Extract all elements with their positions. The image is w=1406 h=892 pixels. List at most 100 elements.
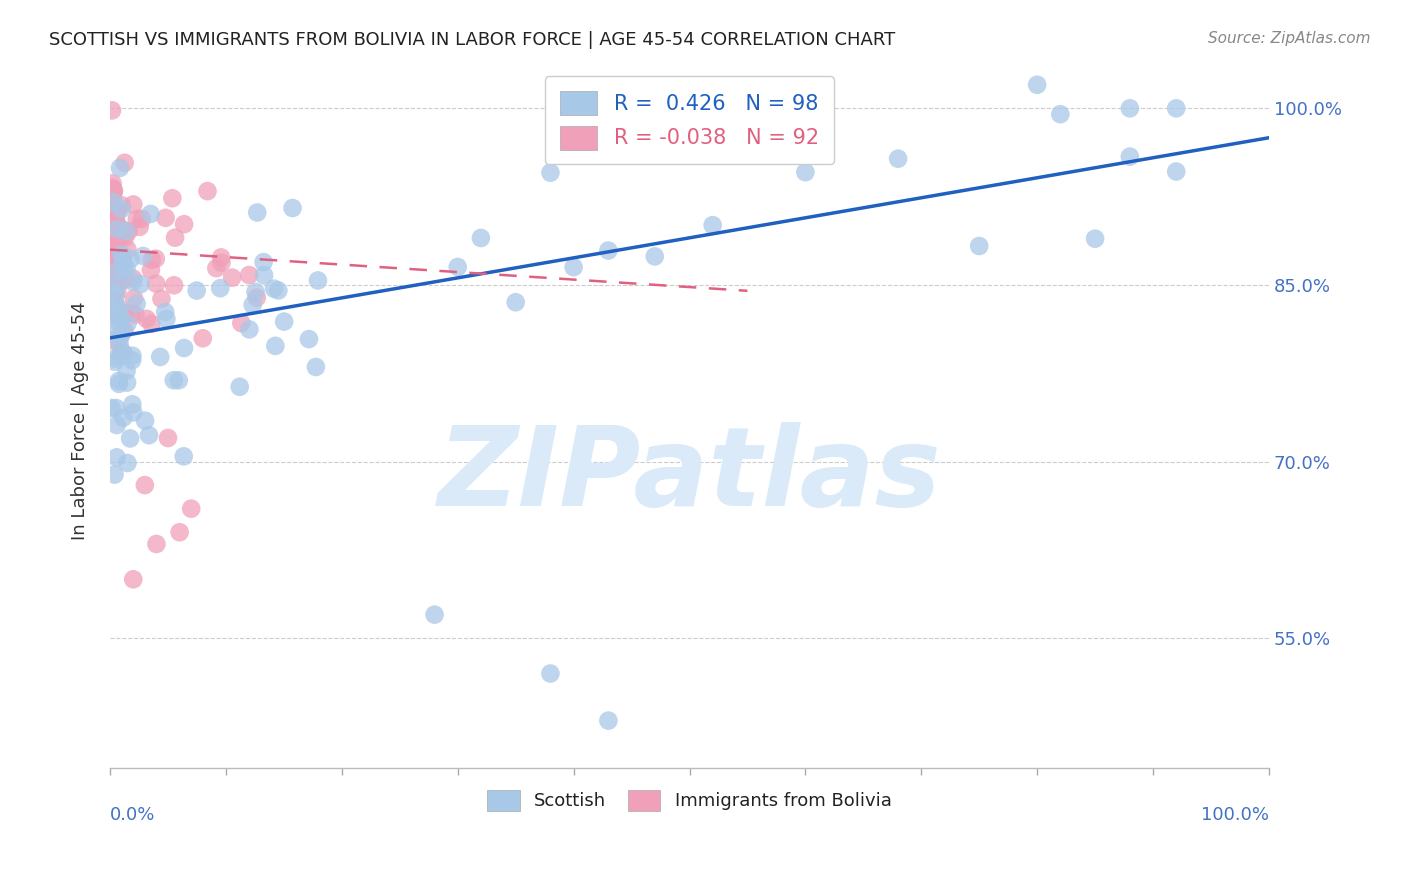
Point xyxy=(100,305,122,319)
Point xyxy=(538,666,561,681)
Point xyxy=(100,260,122,274)
Point xyxy=(105,247,128,261)
Point xyxy=(598,244,620,258)
Point xyxy=(118,224,141,238)
Point xyxy=(209,281,232,295)
Point xyxy=(105,418,128,433)
Point xyxy=(100,252,122,266)
Point xyxy=(122,405,145,419)
Point xyxy=(167,373,190,387)
Point xyxy=(104,401,127,415)
Point xyxy=(101,215,124,229)
Point xyxy=(153,305,176,319)
Point xyxy=(505,295,527,310)
Point xyxy=(117,243,139,257)
Point xyxy=(129,277,152,292)
Point xyxy=(134,414,156,428)
Point xyxy=(131,211,153,226)
Point xyxy=(155,211,177,225)
Point xyxy=(108,318,131,332)
Point xyxy=(100,285,122,299)
Point xyxy=(117,456,139,470)
Point xyxy=(135,311,157,326)
Point xyxy=(105,207,128,221)
Point xyxy=(100,301,122,316)
Point xyxy=(267,284,290,298)
Point xyxy=(101,248,124,262)
Point xyxy=(186,284,208,298)
Point xyxy=(105,450,128,465)
Point xyxy=(111,248,134,262)
Point xyxy=(242,298,264,312)
Point xyxy=(101,103,124,118)
Point xyxy=(139,207,162,221)
Point xyxy=(115,364,138,378)
Point xyxy=(100,223,122,237)
Y-axis label: In Labor Force | Age 45-54: In Labor Force | Age 45-54 xyxy=(72,301,89,540)
Point xyxy=(103,319,125,334)
Point xyxy=(173,217,195,231)
Point xyxy=(103,237,125,252)
Point xyxy=(138,428,160,442)
Point xyxy=(273,315,295,329)
Point xyxy=(115,376,138,390)
Point xyxy=(112,223,135,237)
Point xyxy=(307,273,329,287)
Point xyxy=(264,339,287,353)
Text: SCOTTISH VS IMMIGRANTS FROM BOLIVIA IN LABOR FORCE | AGE 45-54 CORRELATION CHART: SCOTTISH VS IMMIGRANTS FROM BOLIVIA IN L… xyxy=(49,31,896,49)
Point xyxy=(108,161,131,175)
Point xyxy=(114,306,136,320)
Point xyxy=(887,152,910,166)
Point xyxy=(114,230,136,244)
Point xyxy=(112,346,135,360)
Point xyxy=(165,230,187,244)
Point xyxy=(115,224,138,238)
Point xyxy=(110,202,132,216)
Point xyxy=(238,268,260,282)
Text: 100.0%: 100.0% xyxy=(1201,805,1270,824)
Point xyxy=(100,235,122,249)
Point xyxy=(111,198,134,212)
Point xyxy=(121,349,143,363)
Point xyxy=(103,184,125,198)
Point xyxy=(1049,107,1071,121)
Point xyxy=(107,258,129,272)
Point xyxy=(238,322,260,336)
Point xyxy=(173,341,195,355)
Point xyxy=(120,252,142,266)
Point xyxy=(141,317,163,331)
Point xyxy=(209,251,232,265)
Point xyxy=(115,261,138,276)
Point xyxy=(101,214,124,228)
Point xyxy=(103,354,125,368)
Point xyxy=(598,714,620,728)
Point xyxy=(124,308,146,322)
Point xyxy=(211,256,233,270)
Point xyxy=(105,284,128,298)
Point xyxy=(103,186,125,200)
Text: Source: ZipAtlas.com: Source: ZipAtlas.com xyxy=(1208,31,1371,46)
Point xyxy=(121,353,143,368)
Point xyxy=(101,180,124,194)
Point xyxy=(103,264,125,278)
Point xyxy=(100,274,122,288)
Point xyxy=(163,373,186,387)
Point xyxy=(104,285,127,299)
Point xyxy=(191,331,214,345)
Point xyxy=(122,292,145,306)
Point xyxy=(114,323,136,337)
Point xyxy=(263,282,285,296)
Point xyxy=(149,350,172,364)
Point xyxy=(281,201,304,215)
Point xyxy=(108,331,131,345)
Point xyxy=(104,213,127,227)
Point xyxy=(122,197,145,211)
Point xyxy=(1166,101,1188,115)
Text: ZIPatlas: ZIPatlas xyxy=(437,423,942,530)
Point xyxy=(1084,232,1107,246)
Point xyxy=(205,261,228,276)
Point xyxy=(470,231,492,245)
Point xyxy=(967,239,990,253)
Point xyxy=(100,213,122,227)
Point xyxy=(107,374,129,388)
